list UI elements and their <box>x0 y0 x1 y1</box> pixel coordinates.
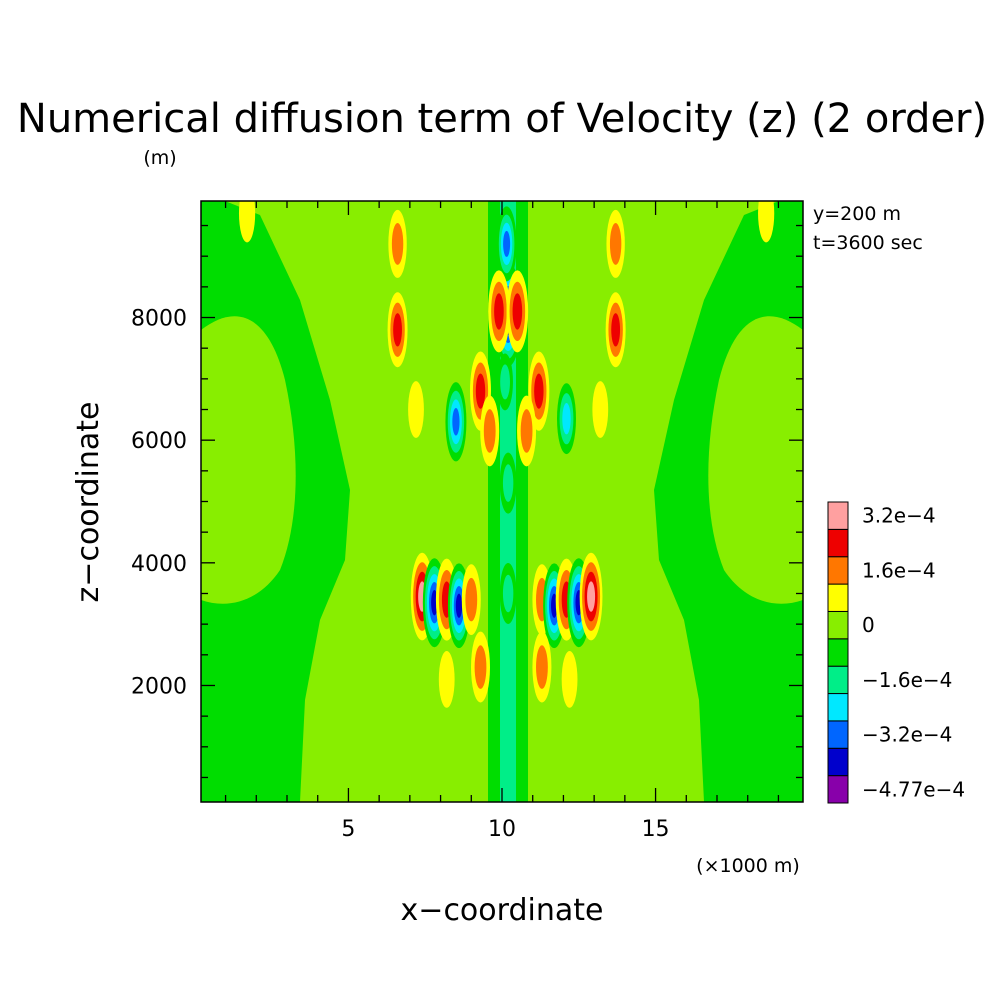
contour-feature <box>532 631 552 703</box>
colorbar-swatch <box>827 720 849 749</box>
contour-ring <box>391 223 404 265</box>
x-tick-label: 5 <box>341 817 355 842</box>
right-inner-field <box>708 316 803 604</box>
contour-feature <box>557 383 576 455</box>
x-axis-label: x−coordinate <box>401 893 604 928</box>
colorbar-swatch <box>827 665 849 695</box>
y-tick-label: 4000 <box>131 552 187 577</box>
contour-feature <box>388 209 407 278</box>
x-axis: 5 10 15 <box>224 201 780 842</box>
contour-feature <box>561 650 578 708</box>
colorbar-label: 0 <box>862 613 875 637</box>
colorbar-swatch <box>827 610 849 640</box>
contour-feature <box>461 564 481 636</box>
contour-ring <box>609 223 622 265</box>
chart-title: Numerical diffusion term of Velocity (z)… <box>17 96 987 142</box>
contour-ring <box>438 650 455 708</box>
contour-feature <box>496 206 517 282</box>
contour-feature <box>497 353 513 411</box>
colorbar-swatch <box>827 501 849 530</box>
contour-feature <box>758 201 775 243</box>
contour-ring <box>408 381 424 438</box>
colorbar-swatch <box>827 583 849 612</box>
plot-area <box>201 201 803 802</box>
x-tick-label: 10 <box>488 817 516 842</box>
contour-ring <box>393 313 402 347</box>
colorbar-swatch <box>827 556 849 585</box>
contour-ring <box>452 407 460 436</box>
x-tick-label: 15 <box>642 817 670 842</box>
contour-ring <box>502 574 514 613</box>
contour-feature <box>387 292 408 368</box>
contour-feature <box>605 292 626 368</box>
y-tick-label: 6000 <box>131 429 187 454</box>
contour-ring <box>483 409 496 453</box>
contour-ring <box>455 593 463 618</box>
contour-feature <box>471 631 490 703</box>
colorbar-label: −1.6e−4 <box>862 668 952 692</box>
colorbar-swatch <box>827 747 849 777</box>
colorbar: −4.77e−4 −3.2e−4 −1.6e−4 0 1.6e−4 3.2e−4 <box>827 501 965 804</box>
unit-label: (m) <box>143 147 176 169</box>
contour-ring <box>534 373 544 409</box>
contour-ring <box>502 464 514 502</box>
feature-layer <box>238 201 775 708</box>
colorbar-swatch <box>827 775 849 804</box>
contour-feature <box>499 562 517 624</box>
contour-feature <box>506 270 529 353</box>
y-tick-label: 2000 <box>131 674 187 699</box>
contour-feature <box>488 270 510 353</box>
colorbar-swatch <box>827 638 849 667</box>
contour-feature <box>499 452 517 514</box>
contour-ring <box>503 230 511 257</box>
colorbar-swatch <box>827 528 849 558</box>
contour-feature <box>579 552 603 641</box>
x-unit-note: (×1000 m) <box>696 855 800 877</box>
contour-feature <box>517 395 537 467</box>
contour-ring <box>474 645 487 689</box>
contour-ring <box>536 645 548 689</box>
colorbar-label: 1.6e−4 <box>862 558 936 582</box>
contour-ring <box>475 373 486 409</box>
contour-ring <box>611 313 621 347</box>
colorbar-label: −4.77e−4 <box>862 777 965 801</box>
contour-ring <box>561 650 578 708</box>
contour-feature <box>438 650 455 708</box>
contour-ring <box>500 364 510 400</box>
contour-ring <box>758 201 775 243</box>
contour-ring <box>512 293 523 330</box>
y-tick-label: 8000 <box>131 307 187 332</box>
contour-feature <box>480 395 500 467</box>
annotation-t: t=3600 sec <box>813 232 923 254</box>
contour-ring <box>592 381 609 438</box>
contour-feature <box>592 381 609 438</box>
y-axis-label: z−coordinate <box>71 402 106 603</box>
contour-ring <box>587 581 596 612</box>
contour-ring <box>520 409 533 453</box>
contour-ring <box>238 201 256 243</box>
y-axis: 2000 4000 6000 8000 <box>131 224 803 779</box>
left-inner-field <box>201 316 296 604</box>
contour-feature <box>238 201 256 243</box>
contour-ring <box>494 293 504 330</box>
contour-feature <box>445 382 467 462</box>
contour-ring <box>562 403 571 435</box>
contour-ring <box>465 577 478 622</box>
contour-feature <box>606 209 625 278</box>
colorbar-label: 3.2e−4 <box>862 504 936 528</box>
colorbar-swatch <box>827 693 849 722</box>
colorbar-label: −3.2e−4 <box>862 723 952 747</box>
annotation-y: y=200 m <box>813 203 901 225</box>
contour-feature <box>408 381 424 438</box>
